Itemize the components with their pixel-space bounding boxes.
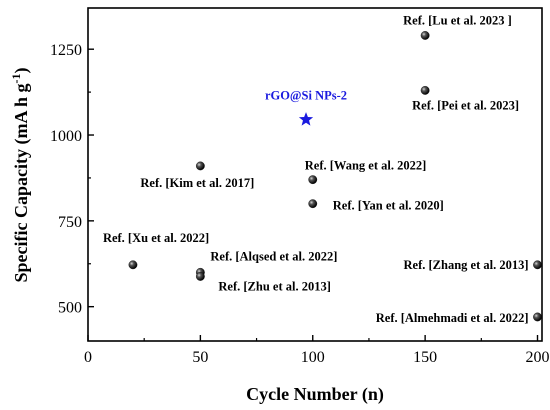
reference-label: Ref. [Pei et al. 2023] <box>412 98 519 112</box>
reference-label: Ref. [Kim et al. 2017] <box>140 176 254 190</box>
y-tick-label: 750 <box>58 214 82 231</box>
y-axis-title-main: Specific Capacity (mA h g <box>11 84 32 283</box>
y-axis-title-close: ) <box>11 68 32 74</box>
y-axis-title-superscript: -1 <box>9 74 23 84</box>
x-tick-label: 0 <box>84 349 92 366</box>
y-axis-title: Specific Capacity (mA h g-1) <box>9 68 32 283</box>
reference-label: Ref. [Xu et al. 2022] <box>103 231 209 245</box>
x-axis-title: Cycle Number (n) <box>246 384 384 405</box>
reference-point <box>128 260 138 270</box>
reference-label: Ref. [Almehmadi et al. 2022] <box>376 311 529 325</box>
highlight-label: rGO@Si NPs-2 <box>265 89 347 103</box>
reference-label: Ref. [Yan et al. 2020] <box>333 199 444 213</box>
reference-point <box>420 85 430 95</box>
highlight-star-point <box>298 112 314 126</box>
reference-point <box>195 272 205 281</box>
x-tick-label: 50 <box>192 349 208 366</box>
reference-point <box>308 175 318 185</box>
axis-ticks: 0 50 100 150 200 500 750 1000 1250 <box>50 42 550 366</box>
y-tick-label: 500 <box>58 300 82 317</box>
x-tick-label: 150 <box>413 349 437 366</box>
y-tick-label: 1000 <box>50 128 82 145</box>
reference-point <box>533 260 542 270</box>
reference-label: Ref. [Lu et al. 2023 ] <box>403 13 512 27</box>
reference-label: Ref. [Alqsed et al. 2022] <box>210 249 337 263</box>
plot-frame <box>87 7 543 342</box>
reference-label: Ref. [Zhu et al. 2013] <box>218 279 330 293</box>
reference-point <box>420 31 430 40</box>
x-tick-label: 200 <box>526 349 550 366</box>
reference-label: Ref. [Zhang et al. 2013] <box>404 258 529 272</box>
data-points: Ref. [Lu et al. 2023 ] Ref. [Pei et al. 2… <box>103 13 542 325</box>
reference-point <box>195 161 205 171</box>
reference-point <box>308 199 318 209</box>
x-tick-label: 100 <box>301 349 325 366</box>
y-tick-label: 1250 <box>50 42 82 59</box>
reference-point <box>533 312 542 322</box>
reference-label: Ref. [Wang et al. 2022] <box>305 159 427 173</box>
